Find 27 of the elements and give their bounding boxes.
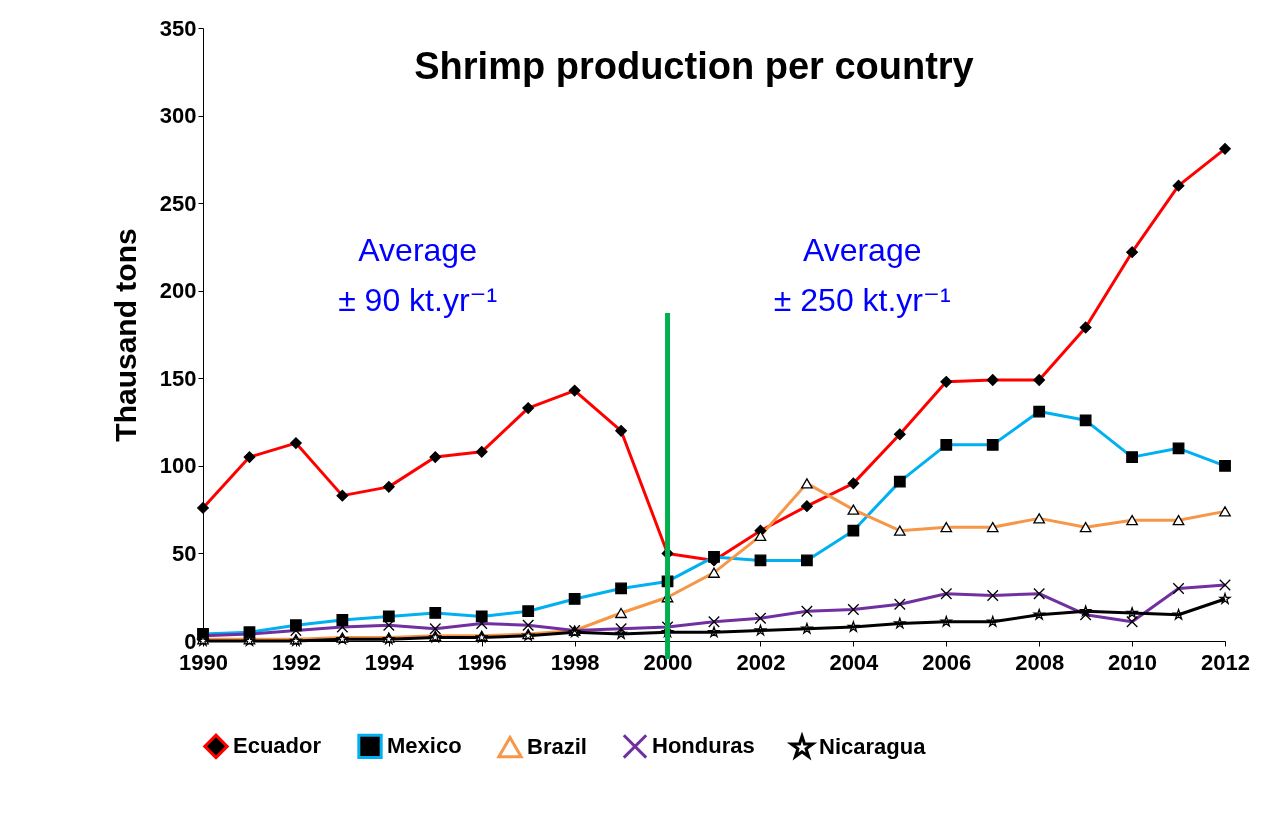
x-tick-label: 2008	[1015, 649, 1065, 675]
y-tick-label: 100	[159, 453, 197, 479]
x-tick-label: 1992	[271, 649, 321, 675]
x-tick-label: 2000	[643, 649, 693, 675]
x-tick-label: 2002	[736, 649, 786, 675]
x-tick-label: 1994	[364, 649, 415, 675]
x-tick-label: 2006	[922, 649, 972, 675]
y-tick-label: 150	[159, 365, 197, 391]
y-tick-label: 50	[172, 540, 197, 566]
x-tick-label: 2004	[829, 649, 880, 675]
y-tick-label: 350	[159, 15, 197, 41]
chart-title: Shrimp production per country	[414, 45, 974, 87]
legend-label: Nicaragua	[819, 734, 927, 760]
x-tick-label: 2012	[1201, 649, 1250, 675]
x-tick-label: 2010	[1108, 649, 1158, 675]
annotation: Average ± 90 kt.yr⁻¹	[338, 232, 498, 319]
y-axis-title: Thausand tons	[108, 228, 142, 442]
x-tick-label: 1996	[457, 649, 507, 675]
y-tick-label: 200	[159, 278, 197, 304]
legend-label: Ecuador	[233, 733, 322, 759]
legend-label: Honduras	[652, 733, 755, 759]
legend-label: Brazil	[527, 734, 587, 760]
annotation: Average ± 250 kt.yr⁻¹	[773, 232, 951, 319]
y-tick-label: 250	[159, 190, 197, 216]
y-tick-label: 300	[159, 103, 197, 129]
legend-label: Mexico	[387, 733, 462, 759]
x-tick-label: 1998	[550, 649, 600, 675]
